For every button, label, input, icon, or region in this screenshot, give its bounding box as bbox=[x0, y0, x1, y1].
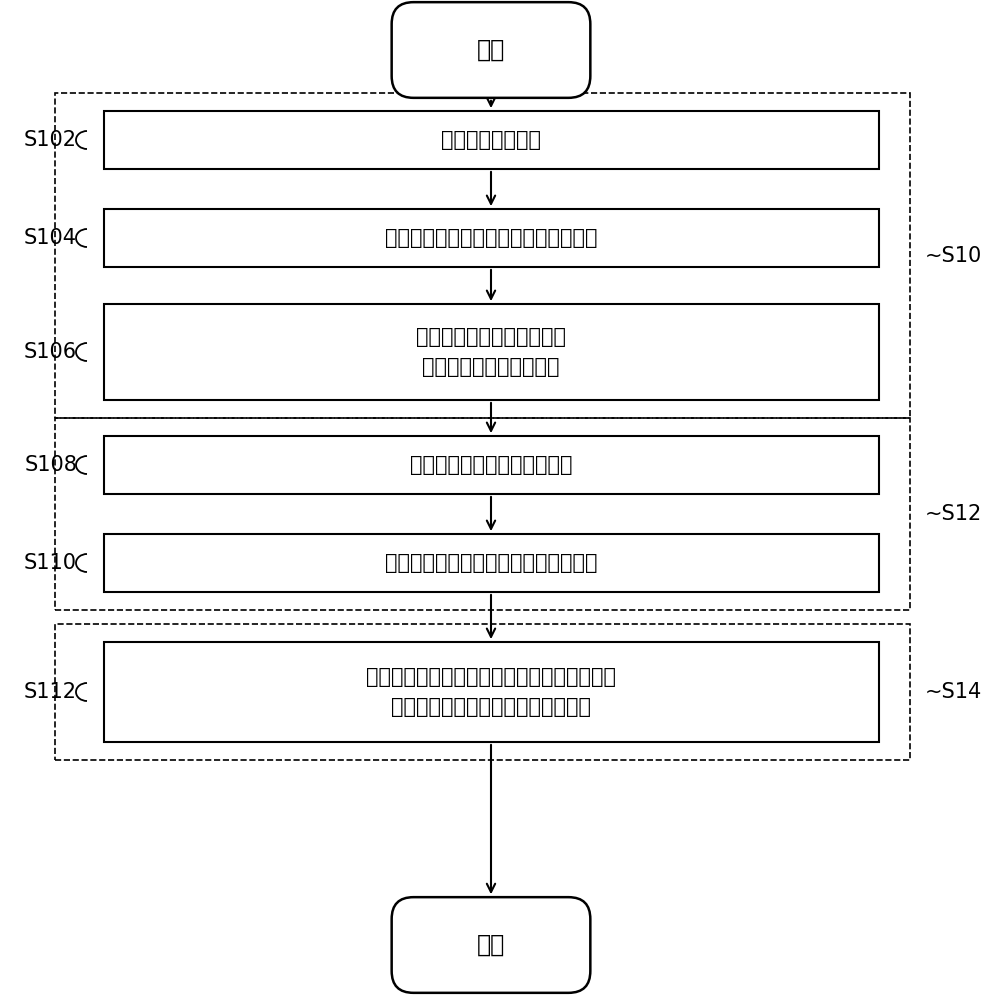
Text: 连接两探针的尾端至传输电路: 连接两探针的尾端至传输电路 bbox=[410, 455, 572, 475]
Bar bbox=[55, 418, 910, 610]
Bar bbox=[55, 93, 910, 418]
Bar bbox=[103, 534, 879, 592]
Text: 根据前一步骤测得的实际测量变化曲线及第一
特性阻抗，计算传输电路的特性阻抗: 根据前一步骤测得的实际测量变化曲线及第一 特性阻抗，计算传输电路的特性阻抗 bbox=[366, 667, 616, 717]
Text: S112: S112 bbox=[24, 682, 77, 702]
Bar bbox=[55, 624, 910, 760]
Text: S106: S106 bbox=[24, 342, 77, 362]
Text: S108: S108 bbox=[25, 455, 77, 475]
FancyBboxPatch shape bbox=[391, 2, 591, 98]
Text: 连接两探针的尾端: 连接两探针的尾端 bbox=[441, 130, 541, 150]
Bar bbox=[103, 436, 879, 494]
Text: ~S14: ~S14 bbox=[925, 682, 982, 702]
Text: S104: S104 bbox=[24, 228, 77, 248]
Bar bbox=[103, 642, 879, 742]
Text: ~S12: ~S12 bbox=[925, 504, 982, 524]
Bar bbox=[103, 111, 879, 169]
Bar bbox=[103, 304, 879, 400]
Text: 从两探针的首端测量实际电气变化曲线: 从两探针的首端测量实际电气变化曲线 bbox=[384, 553, 598, 573]
Bar bbox=[103, 209, 879, 267]
FancyBboxPatch shape bbox=[391, 897, 591, 993]
Text: 结束: 结束 bbox=[477, 933, 505, 957]
Text: 从两探针的首端测量实际电气变化曲线: 从两探针的首端测量实际电气变化曲线 bbox=[384, 228, 598, 248]
Text: 计算前一步骤所测得的实际
测量变化曲线的特性阻抗: 计算前一步骤所测得的实际 测量变化曲线的特性阻抗 bbox=[416, 327, 566, 377]
Text: S110: S110 bbox=[24, 553, 77, 573]
Text: 开始: 开始 bbox=[477, 38, 505, 62]
Text: S102: S102 bbox=[24, 130, 77, 150]
Text: ~S10: ~S10 bbox=[925, 245, 982, 265]
